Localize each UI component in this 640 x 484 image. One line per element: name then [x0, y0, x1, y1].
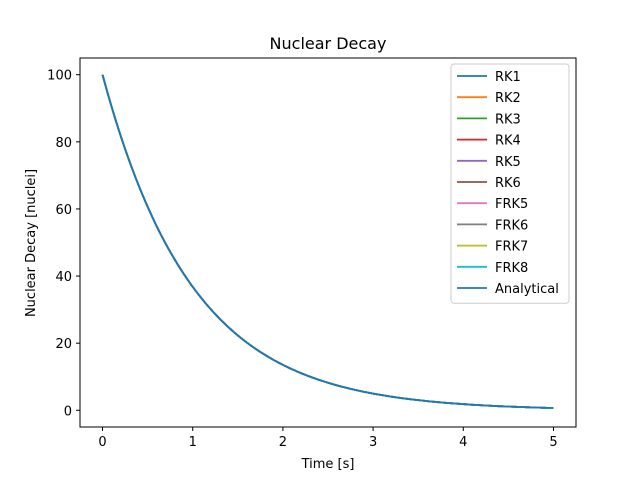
x-tick-label: 2: [279, 435, 287, 450]
y-tick-label: 100: [47, 69, 72, 84]
y-tick-label: 20: [55, 337, 72, 352]
y-axis-label: Nuclear Decay [nuclei]: [24, 169, 39, 317]
y-tick-label: 0: [64, 404, 72, 419]
legend-entry: FRK7: [495, 240, 528, 255]
y-tick-label: 80: [55, 136, 72, 151]
chart-title: Nuclear Decay: [270, 34, 387, 53]
x-tick-label: 5: [549, 435, 557, 450]
x-tick-label: 4: [459, 435, 467, 450]
legend-entry: FRK6: [495, 218, 528, 233]
legend-entry: FRK8: [495, 261, 528, 276]
legend-entry: RK2: [495, 91, 521, 106]
x-axis-label: Time [s]: [301, 457, 355, 472]
series-line-analytical: [101, 74, 554, 409]
legend-box: [450, 63, 570, 304]
y-tick-label: 60: [55, 203, 72, 218]
legend-entry: FRK5: [495, 197, 528, 212]
axis-ticks: 0 1 2 3 4 5 0 20 40 60 80 100: [47, 69, 557, 450]
legend-entry: Analytical: [495, 282, 559, 297]
legend-entry: RK5: [495, 155, 521, 170]
series-lines: [101, 74, 554, 409]
x-tick-label: 1: [189, 435, 197, 450]
x-tick-label: 0: [98, 435, 106, 450]
legend-entry: RK4: [495, 134, 521, 149]
legend-entry: RK3: [495, 112, 521, 127]
legend-entry: RK1: [495, 70, 521, 85]
axes-frame: [79, 57, 577, 428]
x-tick-label: 3: [369, 435, 377, 450]
y-tick-label: 40: [55, 270, 72, 285]
legend-entry: RK6: [495, 176, 521, 191]
legend: RK1 RK2 RK3 RK4 RK5 RK6 FRK5 FRK6 FRK7 FRK8 Analyt…: [450, 63, 570, 304]
